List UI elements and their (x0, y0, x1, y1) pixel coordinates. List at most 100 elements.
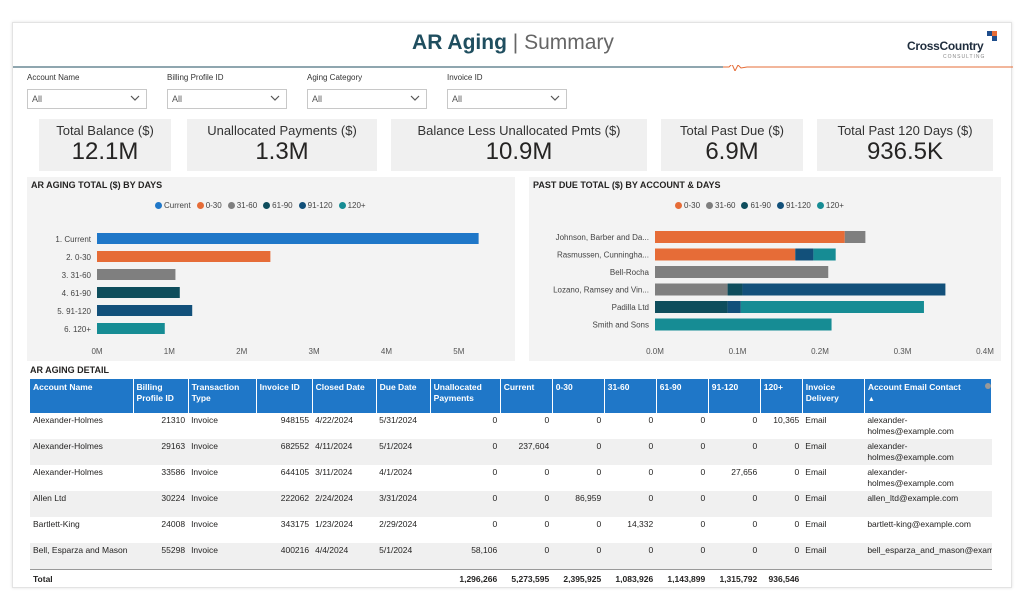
column-header[interactable]: Invoice ID (256, 379, 313, 413)
legend-label: 31-60 (236, 201, 258, 210)
total-cell (376, 568, 431, 583)
detail-table-container[interactable]: Account Name Billing Profile ID Transactio… (30, 379, 992, 583)
column-header[interactable]: Account Email Contact ▲ (864, 379, 992, 413)
table-row[interactable]: Allen Ltd 30224 Invoice 222062 2/24/2024 3/31… (30, 491, 992, 517)
table-cell: 644105 (280, 467, 310, 477)
legend-marker (776, 202, 784, 209)
table-cell: 86,959 (552, 491, 605, 517)
bar-segment (655, 266, 829, 278)
legend-marker (816, 202, 824, 209)
table-row[interactable]: Alexander-Holmes 21310 Invoice 948155 4/22/2… (30, 413, 992, 439)
kpi-label: Total Past 120 Days ($) (837, 123, 973, 138)
column-header-label: Account Name (33, 382, 93, 392)
table-cell: 0 (760, 439, 803, 465)
billing-profile-id-dropdown[interactable]: All (167, 89, 287, 109)
table-cell: 1/23/2024 (315, 519, 353, 529)
table-cell: Alexander-Holmes (33, 467, 103, 477)
kpi-balance-less-unallocated: Balance Less Unallocated Pmts ($) 10.9M (391, 119, 647, 171)
total-cell (188, 568, 257, 583)
column-header[interactable]: Closed Date (312, 379, 377, 413)
legend-item[interactable]: 31-60 (706, 201, 735, 210)
legend-item[interactable]: 61-90 (263, 201, 293, 210)
table-row[interactable]: Alexander-Holmes 33586 Invoice 644105 3/11/2… (30, 465, 992, 491)
legend-item[interactable]: 0-30 (675, 201, 700, 210)
table-total-row: Total 1,296,266 5,273,595 2,395,925 1,083,92… (30, 568, 992, 583)
invoice-id-dropdown[interactable]: All (447, 89, 567, 109)
total-cell: 1,315,792 (708, 568, 761, 583)
column-header-label: 91-120 (711, 382, 739, 392)
table-cell: 27,656 (731, 467, 758, 477)
column-header-label: 31-60 (607, 382, 630, 392)
legend-item[interactable]: 120+ (338, 201, 366, 210)
legend-item[interactable]: 31-60 (227, 201, 258, 210)
x-tick-label: 0.4M (976, 347, 994, 356)
legend-item[interactable]: 120+ (816, 201, 844, 210)
kpi-value: 12.1M (71, 138, 139, 165)
table-cell: 0 (430, 491, 501, 517)
x-tick-label: 0.1M (729, 347, 747, 356)
legend-item[interactable]: 0-30 (196, 201, 222, 210)
legend-item[interactable]: 61-90 (741, 201, 771, 210)
table-cell: 33586 (161, 467, 186, 477)
column-header[interactable]: 120+ (760, 379, 803, 413)
legend-item[interactable]: Current (155, 201, 191, 210)
x-tick-label: 0.0M (646, 347, 664, 356)
table-cell: Alexander-Holmes (30, 439, 134, 465)
table-row[interactable]: Bartlett-King 24008 Invoice 343175 1/23/2024… (30, 517, 992, 543)
column-header[interactable]: Account Name (30, 379, 134, 413)
title-bold: AR Aging (412, 31, 507, 54)
table-row[interactable]: Bell, Esparza and Mason 55298 Invoice 40021… (30, 543, 992, 569)
column-header[interactable]: 61-90 (656, 379, 709, 413)
aging-category-dropdown[interactable]: All (307, 89, 427, 109)
legend-marker (196, 202, 204, 209)
logo-subtext: CONSULTING (943, 54, 986, 60)
bar (97, 251, 271, 262)
bar-segment (813, 248, 836, 261)
header-divider (13, 65, 1013, 71)
report-header: AR Aging | Summary CrossCountry CONSULTI… (13, 23, 1013, 71)
column-header[interactable]: Unallocated Payments (430, 379, 501, 413)
legend-item[interactable]: 91-120 (298, 201, 333, 210)
column-header[interactable]: 0-30 (552, 379, 605, 413)
column-header-label: Transaction Type (191, 382, 240, 403)
table-cell: Invoice (191, 519, 218, 529)
past-due-by-account-chart: PAST DUE TOTAL ($) BY ACCOUNT & DAYS 0-3… (529, 177, 1001, 361)
total-cell: Total (30, 568, 134, 583)
column-header[interactable]: Invoice Delivery (802, 379, 865, 413)
chart-legend: Current 0-30 31-60 61-90 91-120 120+ (155, 201, 366, 210)
table-cell: 0 (604, 543, 657, 569)
column-header[interactable]: 91-120 (708, 379, 761, 413)
column-header[interactable]: Billing Profile ID (133, 379, 189, 413)
past-due-by-account-plot: Johnson, Barber and Da... Rasmussen, Cunn… (553, 231, 994, 356)
chevron-down-icon (550, 95, 560, 101)
table-cell: 0 (596, 519, 602, 529)
column-header[interactable]: 31-60 (604, 379, 657, 413)
column-header[interactable]: Transaction Type (188, 379, 257, 413)
column-header[interactable]: Due Date (376, 379, 431, 413)
table-cell: 5/1/2024 (376, 439, 431, 465)
table-cell: 0 (708, 543, 761, 569)
total-cell: 2,395,925 (552, 568, 605, 583)
table-cell: 0 (492, 467, 498, 477)
table-cell: 0 (794, 467, 800, 477)
chart-title: AR AGING TOTAL ($) BY DAYS (31, 180, 163, 190)
account-name-dropdown[interactable]: All (27, 89, 147, 109)
x-tick-label: 0.3M (894, 347, 912, 356)
total-cell (864, 568, 992, 583)
legend-marker (338, 202, 346, 209)
category-label: 6. 120+ (64, 325, 91, 334)
table-cell: 0 (596, 415, 602, 425)
table-body: Alexander-Holmes 21310 Invoice 948155 4/22/2… (30, 413, 992, 569)
legend-label: Current (164, 201, 191, 210)
column-header-label: Invoice ID (259, 382, 300, 392)
scrollbar-handle[interactable] (985, 383, 991, 389)
column-header[interactable]: Current (500, 379, 553, 413)
table-cell: 0 (700, 519, 706, 529)
table-cell: Email (805, 467, 827, 477)
table-row[interactable]: Alexander-Holmes 29163 Invoice 682552 4/11/2… (30, 439, 992, 465)
table-cell: 0 (708, 439, 761, 465)
table-cell: 0 (656, 491, 709, 517)
legend-item[interactable]: 91-120 (776, 201, 811, 210)
category-label: Padilla Ltd (612, 303, 649, 312)
table-cell: 0 (604, 439, 657, 465)
